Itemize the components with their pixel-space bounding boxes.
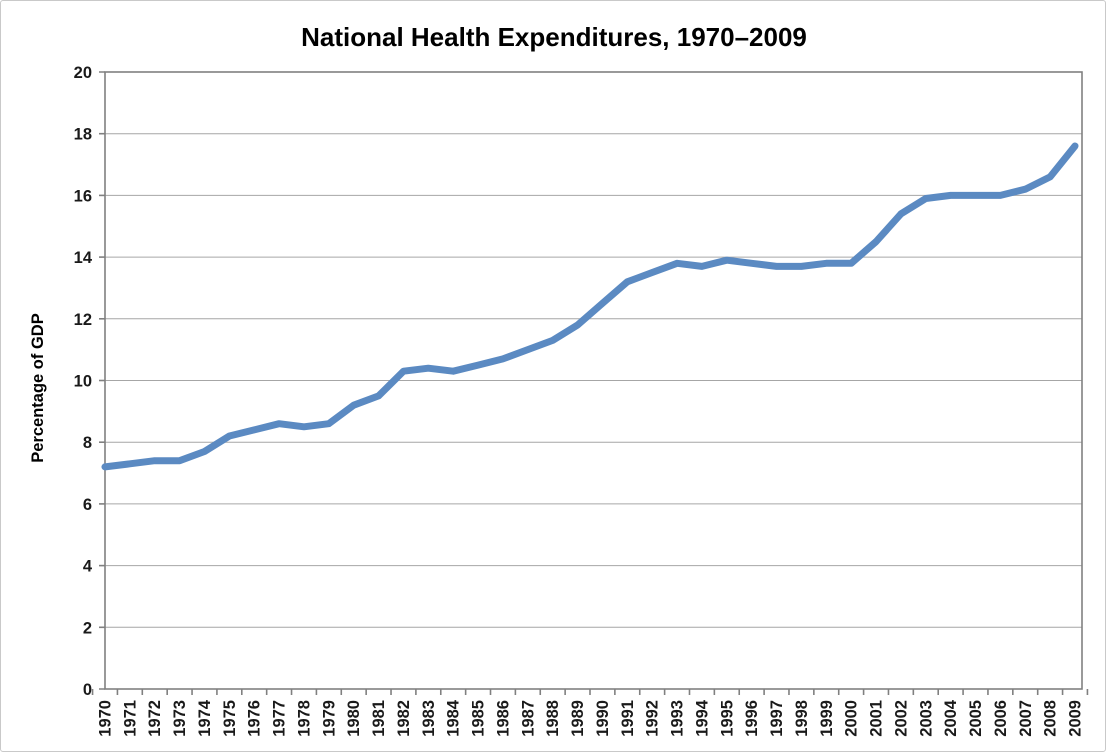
y-axis-tick-label: 16 — [74, 187, 92, 205]
y-axis-tick-label: 10 — [74, 373, 92, 391]
x-axis-tick-label: 1988 — [544, 700, 562, 737]
y-axis-tick-label: 2 — [83, 619, 92, 637]
x-axis-tick-label: 1981 — [370, 700, 388, 737]
x-axis-tick-label: 1994 — [693, 699, 711, 737]
x-axis-tick-label: 2001 — [868, 700, 886, 737]
x-axis-tick-label: 2008 — [1042, 700, 1060, 737]
x-axis-tick-label: 1987 — [519, 700, 537, 737]
x-tick-labels-layer: 1970 1971 1972 1973 1974 1975 1976 1977 1978 1979… — [97, 699, 1085, 737]
x-axis-tick-label: 1979 — [320, 700, 338, 737]
x-axis-tick-label: 1980 — [345, 700, 363, 737]
x-axis-tick-label: 1993 — [669, 700, 687, 737]
x-axis-tick-label: 2009 — [1067, 700, 1085, 737]
x-axis-tick-label: 1984 — [445, 699, 463, 737]
y-axis-tick-label: 18 — [74, 126, 92, 144]
y-axis-title: Percentage of GDP — [29, 313, 47, 462]
x-axis-tick-label: 1974 — [196, 699, 214, 737]
x-axis-tick-label: 2006 — [992, 700, 1010, 737]
x-axis-tick-label: 1970 — [97, 700, 115, 737]
x-axis-tick-label: 1978 — [295, 700, 313, 737]
y-axis-tick-label: 14 — [74, 249, 93, 267]
x-axis-tick-label: 2007 — [1017, 700, 1035, 737]
x-axis-tick-label: 1975 — [221, 700, 239, 737]
x-axis-tick-label: 1977 — [271, 700, 289, 737]
x-axis-tick-label: 2000 — [843, 700, 861, 737]
x-axis-tick-label: 1999 — [818, 700, 836, 737]
x-axis-tick-label: 1996 — [743, 700, 761, 737]
y-axis-tick-label: 12 — [74, 311, 92, 329]
x-axis-tick-label: 1986 — [494, 700, 512, 737]
x-axis-tick-label: 1982 — [395, 700, 413, 737]
x-axis-tick-label: 2003 — [917, 700, 935, 737]
x-axis-tick-label: 2002 — [892, 700, 910, 737]
y-axis-tick-label: 20 — [74, 64, 92, 82]
chart-title: National Health Expenditures, 1970–2009 — [301, 22, 807, 52]
y-axis-tick-label: 0 — [83, 681, 92, 699]
gridlines-layer — [105, 133, 1082, 628]
x-axis-tick-label: 1971 — [121, 700, 139, 737]
x-axis-tick-label: 1997 — [768, 700, 786, 737]
y-axis-tick-label: 4 — [83, 558, 93, 576]
y-tick-labels-layer: 0 2 4 6 8 10 12 14 16 18 20 — [74, 64, 93, 699]
x-axis-tick-label: 1992 — [644, 700, 662, 737]
x-axis-tick-label: 1998 — [793, 700, 811, 737]
nhe-series-line — [101, 142, 1079, 471]
x-axis-tick-label: 1989 — [569, 700, 587, 737]
x-axis-tick-label: 2005 — [967, 700, 985, 737]
axes-layer — [91, 71, 1089, 695]
x-axis-tick-label: 1991 — [619, 700, 637, 737]
x-axis-tick-label: 1976 — [246, 700, 264, 737]
x-axis-tick-label: 1972 — [146, 700, 164, 737]
x-axis-tick-label: 1990 — [594, 700, 612, 737]
y-axis-tick-label: 8 — [83, 434, 92, 452]
x-axis-tick-label: 1973 — [171, 700, 189, 737]
x-axis-tick-label: 1985 — [470, 700, 488, 737]
y-axis-tick-label: 6 — [83, 496, 92, 514]
x-axis-tick-label: 1995 — [718, 700, 736, 737]
x-axis-tick-label: 2004 — [942, 699, 960, 737]
x-axis-tick-label: 1983 — [420, 700, 438, 737]
